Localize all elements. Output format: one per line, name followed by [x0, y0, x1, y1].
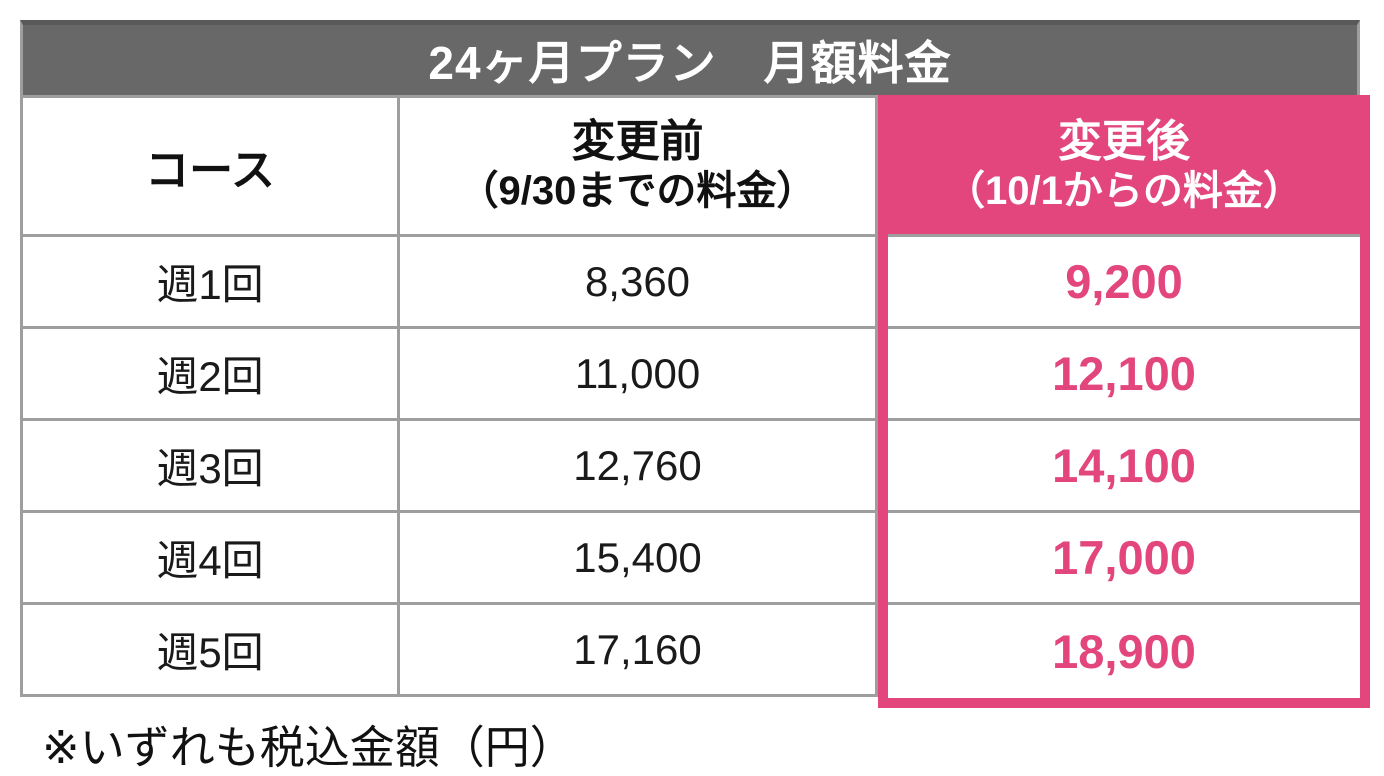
table-grid: コース 変更前 （9/30までの料金） 変更後 （10/1からの料金） 週1回 … — [20, 95, 1370, 697]
header-before: 変更前 （9/30までの料金） — [400, 98, 878, 237]
header-before-line1: 変更前 — [571, 116, 704, 166]
course-cell: 週5回 — [20, 605, 400, 697]
after-price-cell: 18,900 — [878, 605, 1370, 697]
after-price-cell: 14,100 — [878, 421, 1370, 513]
header-course: コース — [20, 98, 400, 237]
header-before-line2: （9/30までの料金） — [458, 169, 817, 214]
header-after: 変更後 （10/1からの料金） — [878, 98, 1370, 237]
course-cell: 週4回 — [20, 513, 400, 605]
course-cell: 週2回 — [20, 329, 400, 421]
after-price-cell: 17,000 — [878, 513, 1370, 605]
before-price-cell: 17,160 — [400, 605, 878, 697]
course-cell: 週3回 — [20, 421, 400, 513]
header-after-line2: （10/1からの料金） — [945, 169, 1303, 214]
before-price-cell: 15,400 — [400, 513, 878, 605]
after-price-cell: 12,100 — [878, 329, 1370, 421]
header-course-label: コース — [145, 146, 275, 195]
course-cell: 週1回 — [20, 237, 400, 329]
tax-note: ※いずれも税込金額（円） — [42, 722, 575, 773]
price-table: 24ヶ月プラン 月額料金 コース 変更前 （9/30までの料金） 変更後 （10… — [20, 20, 1370, 776]
header-after-line1: 変更後 — [1058, 116, 1190, 166]
before-price-cell: 8,360 — [400, 237, 878, 329]
after-price-cell: 9,200 — [878, 237, 1370, 329]
before-price-cell: 12,760 — [400, 421, 878, 513]
table-title: 24ヶ月プラン 月額料金 — [20, 20, 1360, 95]
before-price-cell: 11,000 — [400, 329, 878, 421]
